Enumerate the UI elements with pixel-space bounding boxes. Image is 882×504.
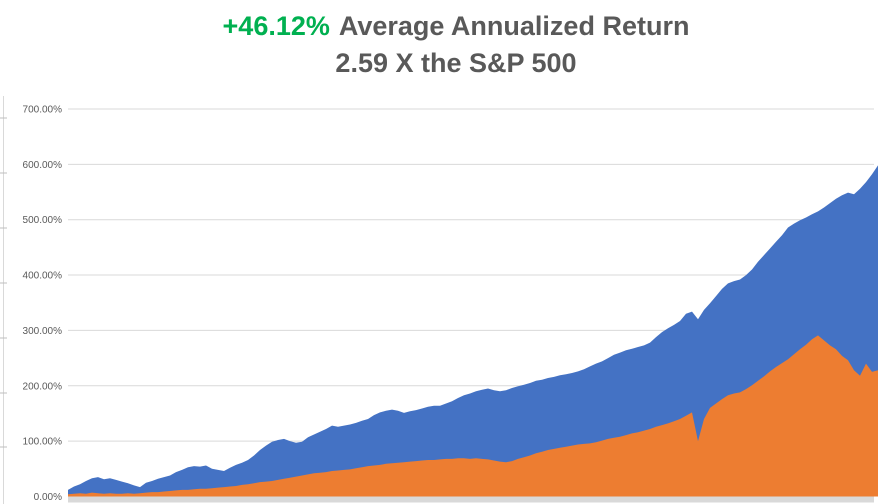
chart-title: +46.12% Average Annualized Return 2.59 X … xyxy=(0,8,882,82)
x-axis-baseline-band xyxy=(68,496,874,503)
subtitle-text: 2.59 X the S&P 500 xyxy=(335,48,577,78)
strategy-area xyxy=(68,165,878,497)
y-axis-tick-label: 300.00% xyxy=(23,326,63,337)
y-axis-tick-label: 500.00% xyxy=(23,215,63,226)
y-axis-tick-label: 0.00% xyxy=(34,492,62,503)
chart-title-line1: +46.12% Average Annualized Return xyxy=(30,8,882,45)
y-axis-tick-label: 400.00% xyxy=(23,271,63,282)
y-axis-tick-label: 700.00% xyxy=(23,104,63,115)
gain-value: +46.12% xyxy=(222,11,330,41)
y-axis-tick-label: 600.00% xyxy=(23,160,63,171)
y-axis-tick-label: 200.00% xyxy=(23,381,63,392)
y-axis-tick-label: 100.00% xyxy=(23,437,63,448)
sp500-area xyxy=(68,335,878,497)
title-text: Average Annualized Return xyxy=(338,11,690,41)
